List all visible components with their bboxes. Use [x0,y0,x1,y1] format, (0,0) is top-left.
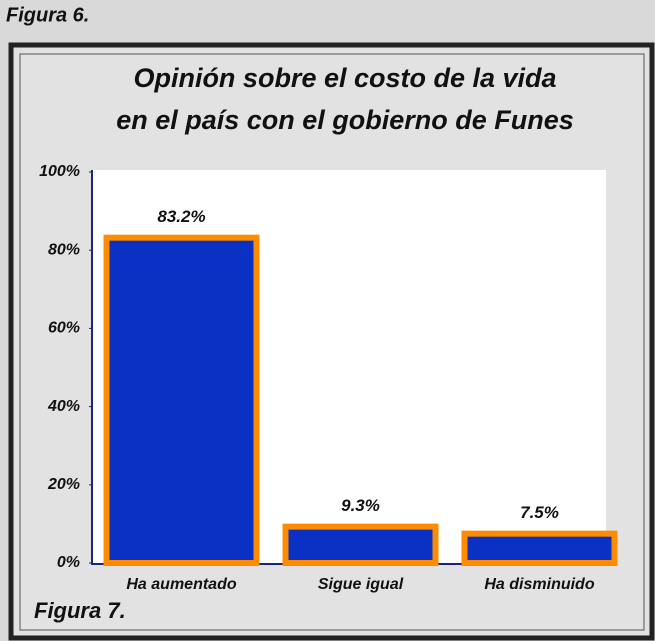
x-tick-label: Sigue igual [318,576,404,593]
y-tick-label: 0% [57,554,80,571]
y-tick-label: 80% [48,241,80,258]
y-tick-label: 60% [48,320,80,337]
x-tick-label: Ha aumentado [126,576,236,593]
x-tick-label: Ha disminuido [484,576,594,593]
chart-title: en el país con el gobierno de Funes [116,105,574,135]
figure-label: Figura 6. [6,4,89,26]
y-tick-label: 100% [39,163,80,180]
bar [461,530,618,566]
data-label: 9.3% [341,496,380,515]
bar [282,523,439,567]
y-tick-label: 20% [47,476,80,493]
chart-title: Opinión sobre el costo de la vida [133,63,556,93]
y-tick-label: 40% [47,398,80,415]
figure-label: Figura 7. [34,598,126,623]
bar [103,234,260,567]
data-label: 83.2% [157,207,205,226]
inner-frame [19,53,645,631]
data-label: 7.5% [520,503,559,522]
